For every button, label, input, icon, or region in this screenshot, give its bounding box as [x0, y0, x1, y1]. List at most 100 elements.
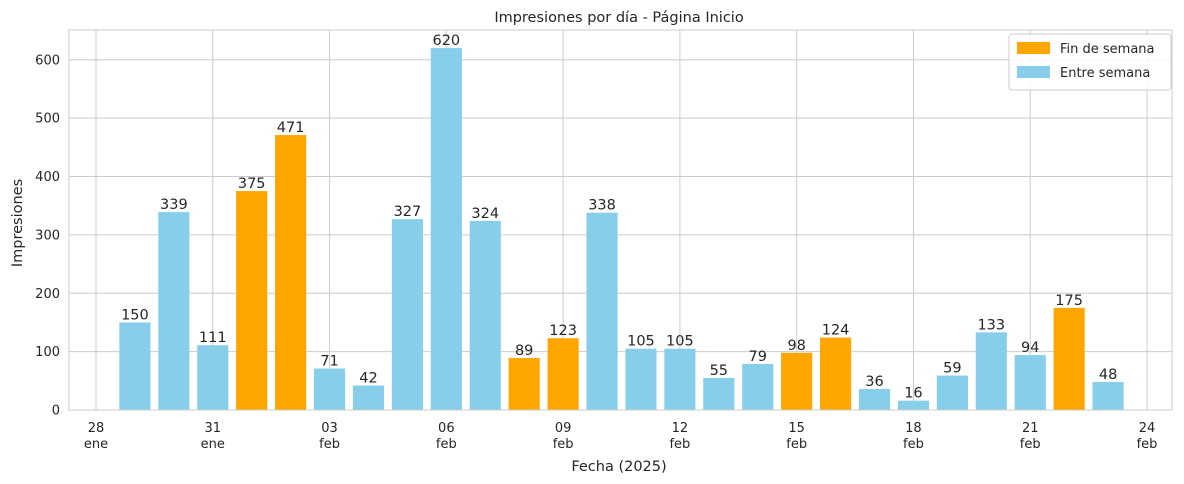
bar-value-label: 105: [627, 334, 655, 350]
bar-weekday: [197, 345, 229, 410]
y-tick-label: 500: [35, 112, 60, 127]
y-tick-label: 600: [35, 53, 60, 68]
y-tick-label: 300: [35, 228, 60, 243]
bar-weekday: [742, 363, 774, 410]
bar-weekday: [158, 212, 190, 410]
x-tick-month: ene: [201, 437, 225, 452]
bar-value-label: 124: [822, 323, 850, 339]
bar-weekday: [897, 400, 930, 410]
x-tick-month: feb: [1020, 437, 1041, 452]
y-tick-label: 200: [35, 287, 60, 302]
x-tick-day: 09: [555, 421, 572, 436]
x-tick-day: 31: [205, 421, 222, 436]
bar-value-label: 133: [977, 317, 1005, 333]
bar-value-label: 105: [666, 334, 694, 350]
bar-value-label: 94: [1021, 340, 1039, 356]
bar-weekday: [858, 388, 891, 410]
bar-weekday: [119, 322, 151, 410]
bar-value-label: 175: [1055, 293, 1083, 309]
bar-weekday: [1014, 355, 1046, 410]
bar-weekend: [547, 338, 579, 410]
bar-weekend: [236, 191, 268, 410]
bar-labels: 150 339 111 375 471 71 42 327 620 324 89 123 338 105 1…: [121, 33, 1117, 402]
bar-weekend: [820, 337, 852, 410]
bar-value-label: 42: [359, 370, 377, 386]
x-axis-label: Fecha (2025): [571, 459, 666, 475]
plot-frame: [68, 29, 1173, 411]
bar-weekday: [703, 377, 735, 410]
bar-value-label: 16: [904, 386, 922, 402]
bar-value-label: 375: [238, 176, 266, 192]
bar-value-label: 48: [1099, 367, 1117, 383]
bar-value-label: 150: [121, 307, 149, 323]
x-tick-month: feb: [553, 437, 574, 452]
bar-weekday: [430, 48, 462, 410]
bar-value-label: 36: [865, 374, 883, 390]
x-tick-labels: 28ene31ene03feb06feb09feb12feb15feb18feb…: [84, 421, 1158, 452]
bar-weekend: [1053, 307, 1085, 410]
bar-value-label: 55: [710, 363, 728, 379]
x-tick-day: 12: [672, 421, 689, 436]
bar-weekday: [391, 219, 423, 410]
bar-weekday: [313, 368, 346, 410]
x-tick-day: 28: [88, 421, 105, 436]
x-tick-day: 21: [1022, 421, 1039, 436]
x-tick-month: ene: [84, 437, 108, 452]
x-tick-month: feb: [319, 437, 340, 452]
x-tick-month: feb: [1137, 437, 1158, 452]
x-tick-day: 03: [321, 421, 338, 436]
bar-weekday: [1092, 381, 1124, 410]
x-tick-month: feb: [436, 437, 457, 452]
bar-value-label: 339: [160, 197, 188, 213]
legend-label-weekend: Fin de semana: [1060, 42, 1155, 57]
y-tick-label: 400: [35, 170, 60, 185]
x-tick-month: feb: [786, 437, 807, 452]
bar-value-label: 98: [787, 338, 805, 354]
x-tick-day: 15: [788, 421, 805, 436]
x-tick-month: feb: [669, 437, 690, 452]
bar-value-label: 89: [515, 343, 533, 359]
bar-weekday: [936, 375, 968, 410]
bar-value-label: 471: [277, 120, 305, 136]
bar-value-label: 327: [394, 204, 422, 220]
bar-weekend: [781, 352, 813, 410]
y-tick-label: 0: [52, 404, 60, 419]
bar-weekend: [508, 358, 540, 410]
y-axis-label: Impresiones: [10, 179, 26, 267]
y-tick-labels: 0 100 200 300 400 500 600: [35, 53, 60, 418]
bar-value-label: 71: [320, 354, 338, 370]
x-tick-day: 06: [438, 421, 455, 436]
legend-label-weekday: Entre semana: [1060, 66, 1150, 81]
bar-value-label: 59: [943, 361, 961, 377]
legend: Fin de semana Entre semana: [1008, 33, 1172, 91]
bar-weekday: [352, 385, 385, 410]
x-tick-day: 24: [1139, 421, 1156, 436]
chart-title: Impresiones por día - Página Inicio: [494, 10, 744, 26]
bar-value-label: 324: [471, 206, 499, 222]
y-tick-label: 100: [35, 345, 60, 360]
bar-value-label: 620: [432, 33, 460, 49]
legend-swatch-weekend: [1017, 42, 1050, 54]
x-tick-month: feb: [903, 437, 924, 452]
bars: [119, 48, 1124, 410]
bar-value-label: 79: [749, 349, 767, 365]
bar-value-label: 338: [588, 198, 616, 214]
bar-weekend: [275, 135, 307, 410]
bar-weekday: [664, 348, 696, 410]
bar-weekday: [469, 220, 501, 410]
legend-swatch-weekday: [1017, 66, 1050, 78]
bar-weekday: [625, 348, 657, 410]
bar-weekday: [586, 212, 618, 410]
bar-value-label: 111: [199, 330, 227, 346]
